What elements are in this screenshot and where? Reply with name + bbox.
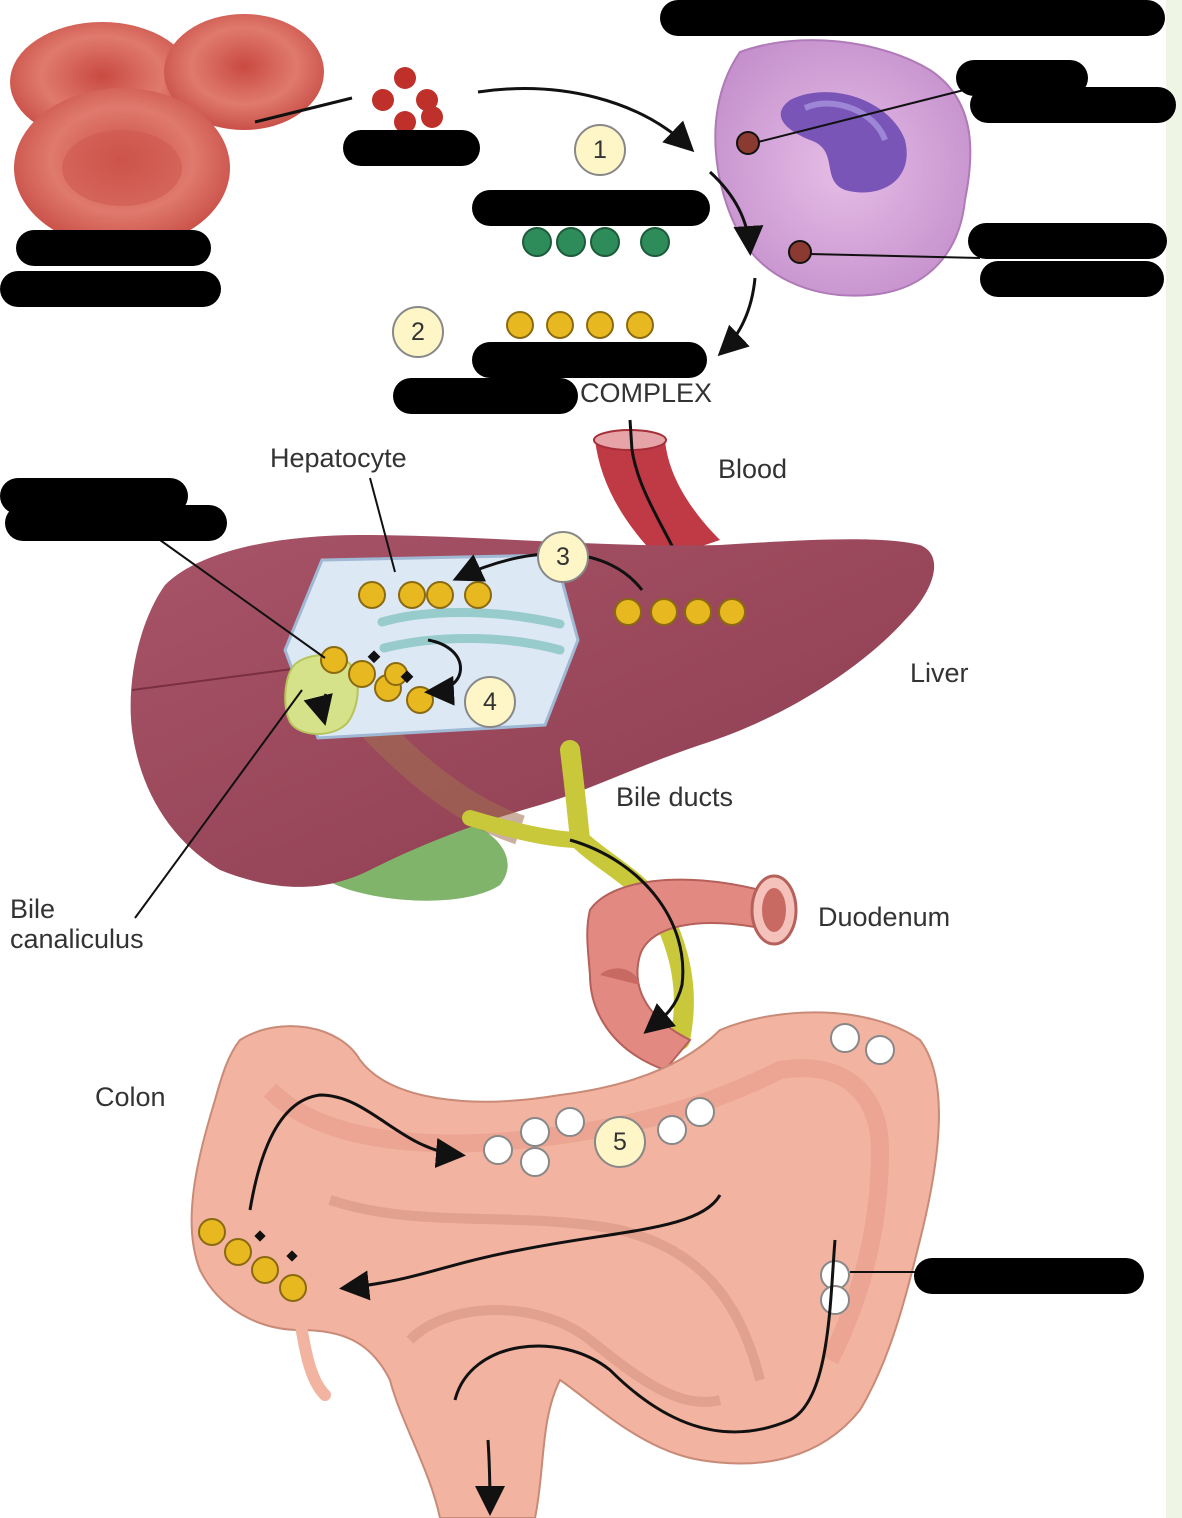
redaction-bar-macro-bottom-a [968,223,1167,259]
duodenum-label: Duodenum [818,902,950,932]
bilirubin-chain-top [506,311,654,339]
blood-label: Blood [718,454,787,484]
red-blood-cells [10,14,324,248]
arrow-down-2 [717,277,757,357]
redaction-bar-bilirubin [472,342,707,378]
arrow-heme-to-macrophage [477,87,695,153]
biliverdin-chain [522,227,670,257]
redaction-bar-macro-bottom-b [980,261,1164,297]
bile-canaliculus-label-line1: Bile [10,894,55,924]
bile-canaliculus-label-line2: canaliculus [10,924,144,954]
redaction-bar-macro-top-b [970,87,1176,123]
redaction-bar-rbc-b [0,271,221,307]
step-3-marker: 3 [537,531,589,583]
bilirubin-chain-hepatocyte [358,581,492,609]
duodenum [586,874,798,1072]
arrow-bile-to-intestine [569,838,685,1034]
arrow-step4 [424,638,462,706]
arrow-colon-top [248,1093,466,1211]
redaction-bar-biliverdin [472,190,710,226]
hepatocyte-label: Hepatocyte [270,443,407,473]
bile-ducts-label: Bile ducts [616,782,733,812]
step-5-marker: 5 [594,1116,646,1168]
bilirubin-chain-colon [198,1218,307,1302]
arrow-exit [474,1439,505,1516]
leader-granule-top [757,87,973,143]
liver-label: Liver [910,658,969,688]
svg-text:5: 5 [613,1128,627,1156]
macrophage-granule-bottom [788,240,812,264]
leader-hepatocyte [369,477,396,573]
edge-strip [1166,0,1182,1518]
redaction-bar-heme [343,130,480,166]
svg-text:4: 4 [483,688,497,716]
svg-text:1: 1 [593,136,607,164]
redaction-bar-top [660,0,1165,36]
step-4-marker: 4 [464,676,516,728]
leader-bile-canaliculus [134,689,303,919]
redaction-bar-rbc-a [16,230,211,266]
redaction-bars [0,0,1176,1294]
intestines [190,1011,940,1518]
arrow-down-1 [708,170,764,256]
rbc-to-heme-line [254,96,353,124]
hepatocyte-inset [283,553,580,740]
leader-conjugated [159,539,326,659]
step-1-marker: 1 [574,124,626,176]
svg-text:3: 3 [556,543,570,571]
complex-label: COMPLEX [580,378,712,408]
redaction-bar-complex [393,378,578,414]
svg-text:2: 2 [411,318,425,346]
macrophage-granule-top [736,131,760,155]
urobilinogen-circles [483,1023,895,1315]
step-2-marker: 2 [392,306,444,358]
redaction-bar-conjugated-b [5,505,227,541]
heme-molecule [372,67,443,133]
appendix [294,1314,331,1401]
colon-label: Colon [95,1082,166,1112]
bilirubin-chain-liver [614,598,746,626]
leader-granule-bottom [809,253,981,259]
redaction-bar-urobilinogen [914,1258,1144,1294]
arrow-colon-descending [453,1239,837,1434]
bile-duct-branch [462,810,588,848]
bile-canaliculus-inset [284,654,359,735]
arrow-colon-middle [339,1194,722,1301]
